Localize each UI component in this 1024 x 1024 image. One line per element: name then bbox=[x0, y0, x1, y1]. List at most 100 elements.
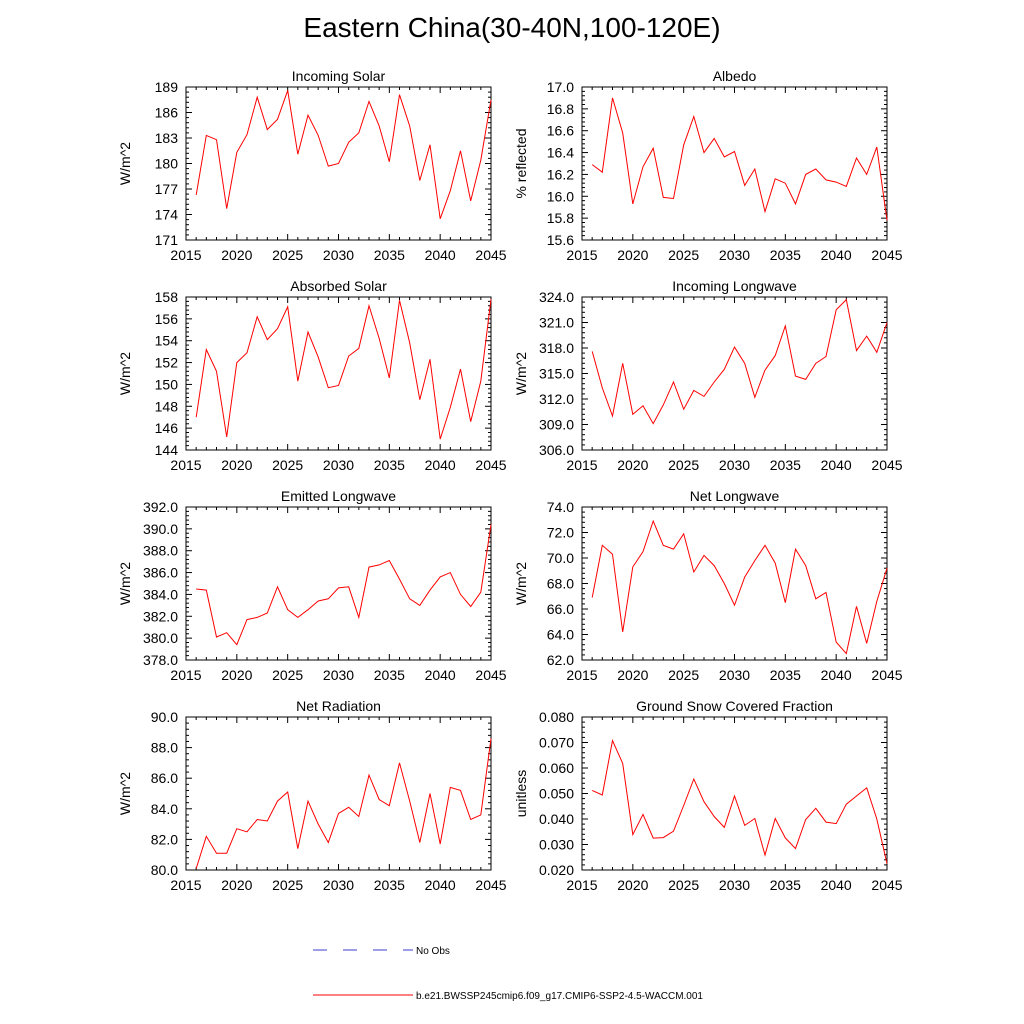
x-tick-label: 2025 bbox=[272, 667, 303, 683]
y-tick-label: 388.0 bbox=[143, 543, 178, 559]
y-tick-label: 189 bbox=[155, 79, 179, 95]
y-axis-label: W/m^2 bbox=[513, 562, 529, 605]
y-tick-label: 309.0 bbox=[539, 417, 574, 433]
x-tick-label: 2025 bbox=[668, 457, 699, 473]
x-tick-label: 2035 bbox=[374, 667, 405, 683]
y-tick-label: 0.030 bbox=[539, 837, 574, 853]
x-tick-label: 2040 bbox=[425, 457, 456, 473]
y-tick-label: 324.0 bbox=[539, 289, 574, 305]
x-tick-label: 2045 bbox=[475, 457, 506, 473]
legend: No Obs b.e21.BWSSP245cmip6.f09_g17.CMIP6-… bbox=[313, 946, 703, 1002]
x-tick-label: 2015 bbox=[566, 247, 597, 263]
y-axis-label: W/m^2 bbox=[117, 772, 133, 815]
y-tick-label: 15.8 bbox=[547, 210, 574, 226]
y-tick-label: 150 bbox=[155, 376, 179, 392]
x-tick-label: 2030 bbox=[323, 877, 354, 893]
panel-title: Emitted Longwave bbox=[281, 488, 396, 504]
x-tick-label: 2020 bbox=[221, 457, 252, 473]
y-tick-label: 315.0 bbox=[539, 366, 574, 382]
panel-title: Ground Snow Covered Fraction bbox=[636, 698, 833, 714]
series-line bbox=[591, 738, 888, 864]
y-tick-label: 16.8 bbox=[547, 101, 574, 117]
y-tick-label: 156 bbox=[155, 311, 179, 327]
plot-frame bbox=[581, 86, 888, 241]
legend-model-label: b.e21.BWSSP245cmip6.f09_g17.CMIP6-SSP2-4… bbox=[416, 991, 703, 1002]
x-tick-label: 2035 bbox=[374, 457, 405, 473]
y-tick-label: 62.0 bbox=[547, 652, 574, 668]
y-tick-label: 0.020 bbox=[539, 862, 574, 878]
figure-title: Eastern China(30-40N,100-120E) bbox=[303, 12, 721, 43]
x-tick-label: 2020 bbox=[617, 667, 648, 683]
series-line bbox=[195, 738, 492, 869]
panel-title: Net Longwave bbox=[690, 488, 780, 504]
x-tick-label: 2015 bbox=[566, 457, 597, 473]
x-tick-label: 2030 bbox=[323, 247, 354, 263]
x-tick-label: 2025 bbox=[668, 247, 699, 263]
series-line bbox=[591, 298, 888, 425]
x-tick-label: 2045 bbox=[475, 877, 506, 893]
panel-6: Net Longwave W/m^2 2015 2020 2025 2030 2035 204… bbox=[513, 488, 903, 683]
y-tick-label: 380.0 bbox=[143, 630, 178, 646]
y-tick-label: 390.0 bbox=[143, 521, 178, 537]
x-tick-label: 2045 bbox=[871, 877, 902, 893]
y-tick-label: 158 bbox=[155, 289, 179, 305]
y-tick-label: 384.0 bbox=[143, 586, 178, 602]
y-tick-label: 70.0 bbox=[547, 550, 574, 566]
y-tick-label: 16.6 bbox=[547, 123, 574, 139]
x-tick-label: 2045 bbox=[475, 247, 506, 263]
x-tick-label: 2020 bbox=[221, 667, 252, 683]
y-axis-label: unitless bbox=[513, 770, 529, 817]
x-tick-label: 2015 bbox=[170, 877, 201, 893]
y-tick-label: 74.0 bbox=[547, 499, 574, 515]
panel-1: Incoming Solar W/m^2 2015 2020 2025 2030 2035 2… bbox=[117, 68, 507, 263]
x-tick-label: 2040 bbox=[821, 457, 852, 473]
x-tick-label: 2040 bbox=[425, 667, 456, 683]
y-tick-label: 15.6 bbox=[547, 232, 574, 248]
x-tick-label: 2025 bbox=[272, 457, 303, 473]
y-axis-label: % reflected bbox=[513, 128, 529, 198]
x-tick-label: 2030 bbox=[323, 457, 354, 473]
y-tick-label: 382.0 bbox=[143, 608, 178, 624]
y-tick-label: 82.0 bbox=[151, 831, 178, 847]
x-tick-label: 2015 bbox=[170, 667, 201, 683]
y-tick-label: 17.0 bbox=[547, 79, 574, 95]
y-tick-label: 0.040 bbox=[539, 811, 574, 827]
plot-frame bbox=[185, 506, 492, 661]
x-tick-label: 2030 bbox=[719, 667, 750, 683]
x-tick-label: 2045 bbox=[871, 457, 902, 473]
y-tick-label: 16.0 bbox=[547, 188, 574, 204]
y-tick-label: 16.4 bbox=[547, 145, 574, 161]
x-tick-label: 2040 bbox=[821, 877, 852, 893]
panel-5: Emitted Longwave W/m^2 2015 2020 2025 2030 203… bbox=[117, 488, 507, 683]
y-tick-label: 318.0 bbox=[539, 340, 574, 356]
y-axis-label: W/m^2 bbox=[117, 562, 133, 605]
panel-4: Incoming Longwave W/m^2 2015 2020 2025 2030 20… bbox=[513, 278, 903, 473]
x-tick-label: 2045 bbox=[871, 667, 902, 683]
y-axis-label: W/m^2 bbox=[117, 142, 133, 185]
y-tick-label: 392.0 bbox=[143, 499, 178, 515]
x-tick-label: 2030 bbox=[719, 457, 750, 473]
y-axis-label: W/m^2 bbox=[117, 352, 133, 395]
panel-8: Ground Snow Covered Fraction unitless 2015… bbox=[513, 698, 903, 893]
x-tick-label: 2015 bbox=[566, 877, 597, 893]
y-tick-label: 183 bbox=[155, 130, 179, 146]
x-tick-label: 2035 bbox=[770, 247, 801, 263]
x-tick-label: 2020 bbox=[221, 247, 252, 263]
y-tick-label: 186 bbox=[155, 105, 179, 121]
plot-frame bbox=[581, 716, 888, 871]
plot-frame bbox=[185, 296, 492, 451]
y-tick-label: 16.2 bbox=[547, 166, 574, 182]
y-tick-label: 321.0 bbox=[539, 315, 574, 331]
x-tick-label: 2025 bbox=[272, 247, 303, 263]
y-tick-label: 154 bbox=[155, 333, 179, 349]
y-tick-label: 386.0 bbox=[143, 565, 178, 581]
y-tick-label: 80.0 bbox=[151, 862, 178, 878]
y-tick-label: 72.0 bbox=[547, 525, 574, 541]
y-tick-label: 312.0 bbox=[539, 391, 574, 407]
y-tick-label: 180 bbox=[155, 156, 179, 172]
series-line bbox=[195, 299, 492, 440]
y-tick-label: 174 bbox=[155, 207, 179, 223]
x-tick-label: 2040 bbox=[821, 247, 852, 263]
panel-title: Incoming Solar bbox=[292, 68, 386, 84]
y-tick-label: 177 bbox=[155, 181, 179, 197]
